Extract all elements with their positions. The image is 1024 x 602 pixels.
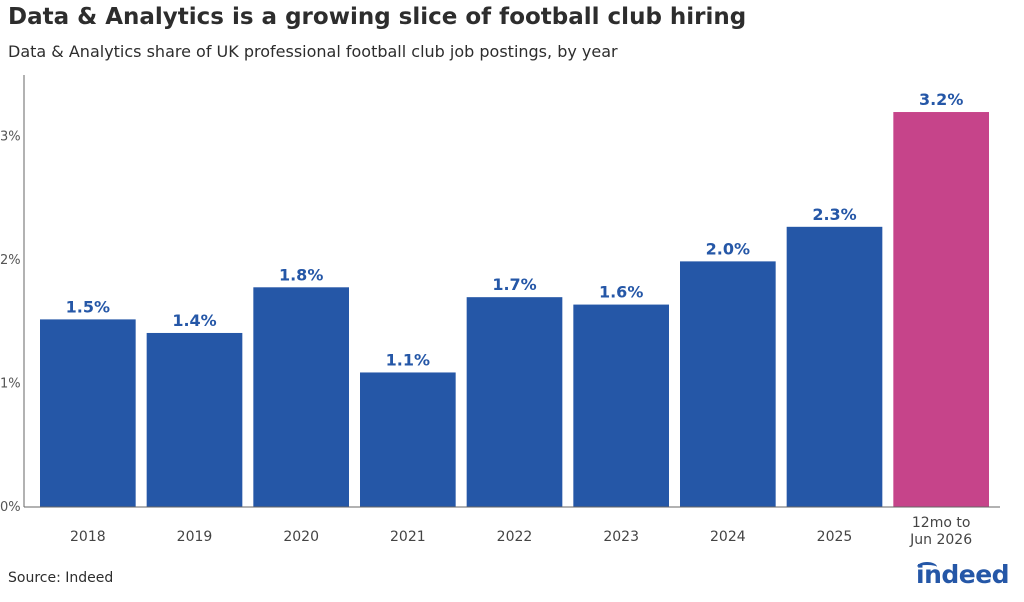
x-tick-label: 2023 xyxy=(603,529,639,545)
data-label: 1.4% xyxy=(172,311,216,330)
x-tick-label: 2021 xyxy=(390,529,426,545)
data-label: 2.0% xyxy=(706,239,750,258)
bar xyxy=(573,304,669,507)
x-tick-label: 2022 xyxy=(497,529,533,545)
data-label: 1.8% xyxy=(279,265,323,284)
data-label: 3.2% xyxy=(919,90,963,109)
x-tick-label: Jun 2026 xyxy=(909,532,972,548)
indeed-logo: indeed xyxy=(916,560,1010,589)
bar xyxy=(253,287,349,507)
data-label: 1.6% xyxy=(599,283,643,302)
x-tick-label: 2024 xyxy=(710,529,746,545)
data-label: 1.7% xyxy=(492,275,536,294)
bar xyxy=(466,297,563,507)
logo-arc-icon xyxy=(917,562,937,572)
bar xyxy=(786,226,883,507)
data-label: 1.5% xyxy=(66,297,110,316)
x-tick-label: 2020 xyxy=(283,529,319,545)
source-note: Source: Indeed xyxy=(8,570,114,586)
y-tick-label: 2% xyxy=(0,253,21,268)
chart-subtitle: Data & Analytics share of UK professiona… xyxy=(8,42,618,61)
bar xyxy=(146,332,243,507)
data-label: 2.3% xyxy=(812,205,856,224)
bar xyxy=(360,372,456,507)
chart-title: Data & Analytics is a growing slice of f… xyxy=(8,4,747,30)
y-tick-label: 1% xyxy=(0,377,21,392)
x-tick-label: 2025 xyxy=(817,529,853,545)
y-tick-label: 3% xyxy=(0,130,21,145)
x-tick-label: 12mo to xyxy=(912,515,971,531)
bar xyxy=(680,261,776,507)
bar xyxy=(893,112,989,508)
y-tick-label: 0% xyxy=(0,500,21,515)
bar xyxy=(40,319,136,507)
x-tick-label: 2019 xyxy=(177,529,213,545)
x-tick-label: 2018 xyxy=(70,529,106,545)
data-label: 1.1% xyxy=(386,350,430,369)
